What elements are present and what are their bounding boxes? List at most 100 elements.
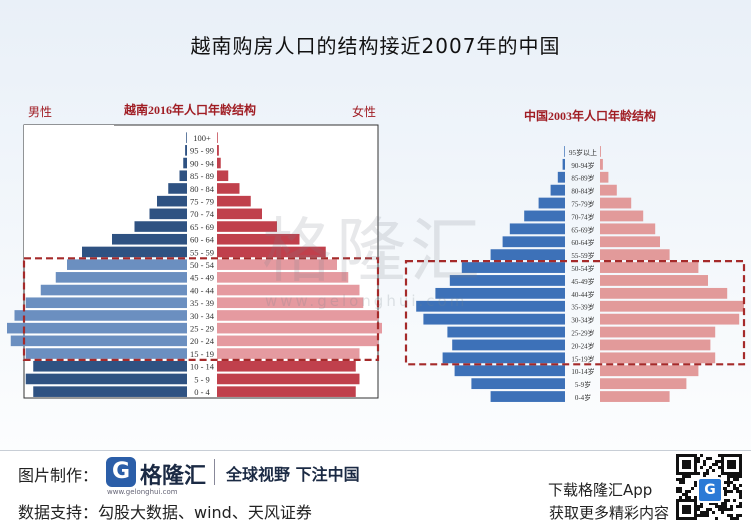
vn-male-bar xyxy=(40,284,187,296)
cn-male-bar xyxy=(416,300,565,312)
vn-age-label: 30 - 34 xyxy=(190,311,215,321)
cn-male-bar xyxy=(538,197,565,209)
vn-label-bg xyxy=(187,284,217,296)
vn-male-bar xyxy=(55,272,187,283)
cn-chart-title: 中国2003年人口年龄结构 xyxy=(524,108,656,123)
vn-age-label: 15 - 19 xyxy=(190,349,214,359)
vn-age-label: 95 - 99 xyxy=(190,146,214,156)
cn-age-label: 55-59岁 xyxy=(571,251,594,260)
cn-male-bar xyxy=(435,287,565,299)
cn-age-label: 70-74岁 xyxy=(571,212,594,221)
vn-male-bar xyxy=(67,259,187,270)
cn-age-label: 45-49岁 xyxy=(571,277,594,286)
vn-label-bg xyxy=(187,183,217,194)
cn-age-label: 5-9岁 xyxy=(575,380,591,389)
vn-age-label: 35 - 39 xyxy=(190,298,214,308)
china-pyramid: 中国2003年人口年龄结构 0-4岁 5-9岁 10-14岁 15-19岁 20-24岁 2… xyxy=(404,108,746,402)
vn-male-bar xyxy=(134,221,187,232)
vn-label-bg xyxy=(187,386,217,397)
cn-age-label: 20-24岁 xyxy=(571,341,594,350)
vn-male-bar xyxy=(7,322,187,334)
cn-male-bar xyxy=(550,184,565,196)
vn-label-bg xyxy=(187,322,217,334)
cn-female-bar xyxy=(600,275,708,286)
vn-female-bar xyxy=(217,297,364,309)
vn-label-bg xyxy=(187,145,217,156)
vn-female-bar xyxy=(217,284,360,296)
vn-age-label: 50 - 54 xyxy=(190,260,215,270)
cn-male-bar xyxy=(449,275,565,286)
more-content-text: 获取更多精彩内容 xyxy=(549,504,670,522)
vn-label-bg xyxy=(187,208,217,220)
cn-male-bar xyxy=(442,352,565,364)
vn-female-label: 女性 xyxy=(352,104,376,119)
cn-female-bar xyxy=(600,339,711,351)
watermark-url: www.gelonghui.com xyxy=(265,292,468,310)
cn-age-label: 0-4岁 xyxy=(575,393,591,402)
vn-label-bg xyxy=(187,132,217,143)
cn-male-bar xyxy=(524,210,565,222)
vn-female-bar xyxy=(217,272,349,283)
vn-female-bar xyxy=(217,348,360,359)
vn-male-bar xyxy=(112,233,187,245)
download-app-link[interactable]: 下载格隆汇App xyxy=(548,481,653,499)
vn-male-bar xyxy=(25,373,187,385)
vn-male-bar xyxy=(179,170,187,182)
vn-age-label: 40 - 44 xyxy=(190,285,215,295)
cn-male-bar xyxy=(502,236,565,248)
data-source: 数据支持：勾股大数据、wind、天风证券 xyxy=(18,503,312,522)
vn-female-bar xyxy=(217,259,337,270)
vn-male-bar xyxy=(82,246,187,258)
watermark-logo: 格隆汇 xyxy=(262,210,484,292)
cn-female-bar xyxy=(600,378,687,390)
vn-female-bar xyxy=(217,373,360,385)
vn-age-label: 85 - 89 xyxy=(190,171,214,181)
vn-age-label: 45 - 49 xyxy=(190,273,214,283)
cn-female-bar xyxy=(600,210,644,222)
vn-female-bar xyxy=(217,221,277,232)
cn-female-bar xyxy=(600,326,716,338)
vn-age-label: 25 - 29 xyxy=(190,323,214,333)
vn-label-bg xyxy=(187,373,217,385)
cn-female-bar xyxy=(600,158,603,170)
vn-age-label: 75 - 79 xyxy=(190,196,214,206)
population-pyramids-chart: 越南2016年人口年龄结构 男性 女性 0 - 4 5 - 9 10 - 14 15 - 1… xyxy=(7,102,746,402)
divider xyxy=(214,459,215,485)
cn-male-bar xyxy=(562,158,565,170)
cn-age-label: 40-44岁 xyxy=(571,290,594,299)
vn-highlight-box xyxy=(22,257,380,361)
vn-label-bg xyxy=(187,157,217,169)
vn-male-bar xyxy=(14,310,187,321)
vn-male-bar xyxy=(33,360,187,372)
vn-female-bar xyxy=(217,157,221,169)
cn-male-bar xyxy=(557,171,565,183)
vn-female-bar xyxy=(217,360,356,372)
vn-label-bg xyxy=(187,348,217,359)
cn-male-bar xyxy=(471,378,565,390)
cn-female-bar xyxy=(600,365,699,377)
vn-female-bar xyxy=(217,183,240,194)
vn-label-bg xyxy=(187,272,217,283)
brand-name: 格隆汇 xyxy=(140,464,207,489)
cn-female-bar xyxy=(600,352,716,364)
vn-female-bar xyxy=(217,310,379,321)
vn-label-bg xyxy=(187,246,217,258)
vn-female-bar xyxy=(217,195,251,207)
cn-male-bar xyxy=(461,262,565,273)
cn-female-bar xyxy=(600,300,744,312)
vn-male-label: 男性 xyxy=(28,105,52,119)
cn-female-bar xyxy=(600,313,740,325)
brand-g-icon: G xyxy=(106,457,136,487)
vn-male-bar xyxy=(186,132,187,143)
brand-url: www.gelonghui.com xyxy=(107,488,178,496)
vn-male-bar xyxy=(33,386,187,397)
cn-age-label: 15-19岁 xyxy=(571,354,594,363)
vn-age-label: 65 - 69 xyxy=(190,222,214,232)
vn-chart-title: 越南2016年人口年龄结构 xyxy=(123,102,256,117)
vn-age-label: 0 - 4 xyxy=(194,387,210,397)
vn-male-bar xyxy=(149,208,187,220)
cn-female-bar xyxy=(600,197,632,209)
cn-male-bar xyxy=(423,313,565,325)
vn-age-label: 100+ xyxy=(193,133,211,143)
cn-age-label: 50-54岁 xyxy=(571,264,594,273)
